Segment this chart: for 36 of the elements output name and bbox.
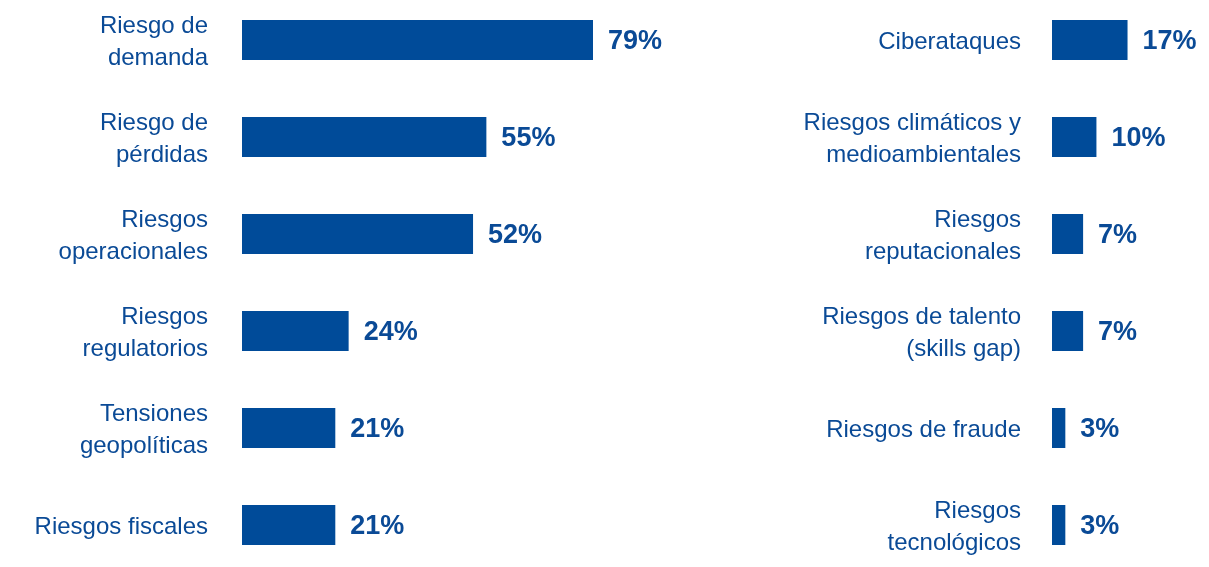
data-label: 55% [501,122,556,152]
bar [1052,214,1084,254]
bar [242,214,474,254]
bar [242,117,487,157]
data-label: 7% [1098,219,1138,249]
data-label: 3% [1080,510,1120,540]
y-tick-label: Riesgos regulatorios [82,301,208,361]
bar [1052,20,1128,60]
bar [242,20,593,60]
bar [1052,505,1066,545]
data-label: 3% [1080,413,1120,443]
y-tick-label: Riesgos operacionales [58,204,208,264]
y-tick-label: Ciberataques [878,26,1021,54]
y-tick-label: Riesgos fiscales [34,511,208,539]
data-label: 17% [1142,25,1197,55]
bar [242,408,336,448]
bar [242,505,336,545]
y-tick-label: Riesgos de fraude [826,414,1021,442]
data-label: 21% [350,413,405,443]
y-tick-label: Riesgos tecnológicos [887,495,1021,555]
y-tick-label: Riesgos de talento (skills gap) [822,301,1021,361]
data-label: 52% [488,219,543,249]
y-tick-label: Tensiones geopolíticas [79,398,208,458]
bar [242,311,349,351]
data-label: 79% [608,25,663,55]
y-tick-label: Riesgos reputacionales [864,204,1021,264]
y-tick-label: Riesgo de pérdidas [99,107,208,167]
y-tick-label: Riesgo de demanda [99,10,209,70]
bar [1052,408,1066,448]
data-label: 7% [1098,316,1138,346]
data-label: 21% [350,510,405,540]
data-label: 10% [1111,122,1166,152]
bar [1052,117,1097,157]
bar [1052,311,1084,351]
data-label: 24% [363,316,418,346]
y-tick-label: Riesgos climáticos y medioambientales [803,107,1021,167]
